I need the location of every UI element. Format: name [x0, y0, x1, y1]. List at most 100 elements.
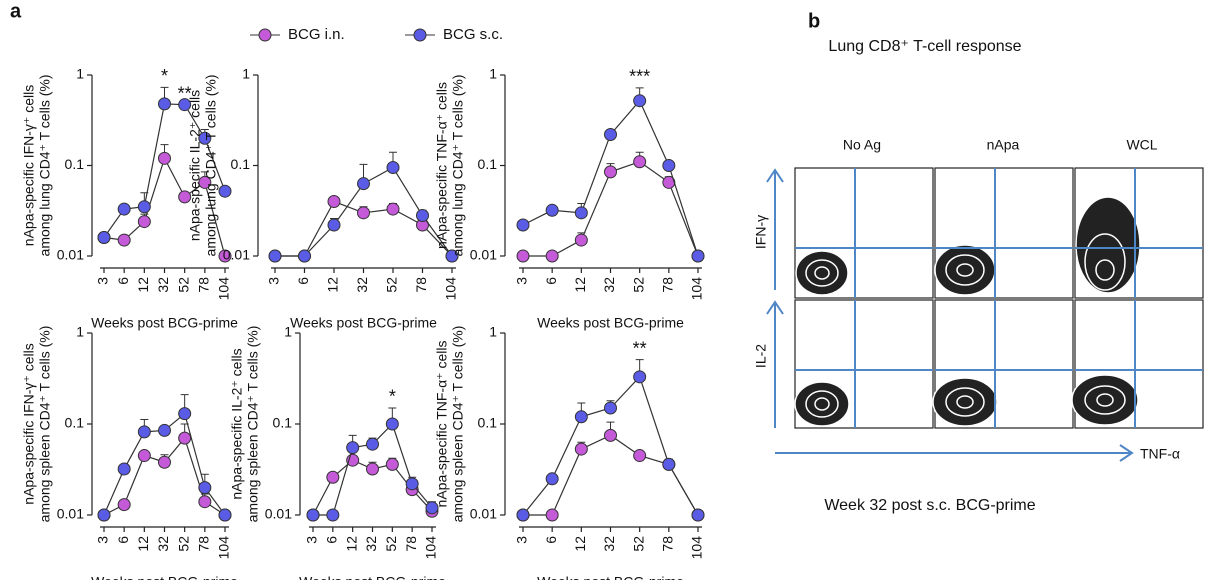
x-tick-label: 12: [135, 536, 151, 552]
axis-marker: TNF-α: [1140, 446, 1180, 462]
data-point: [358, 178, 370, 190]
x-tick-label: 104: [216, 277, 232, 301]
data-point: [219, 185, 231, 197]
x-axis-label: Weeks post BCG-prime: [299, 574, 446, 580]
x-tick-label: 6: [543, 277, 559, 285]
data-point: [159, 424, 171, 436]
data-point: [269, 250, 281, 262]
y-tick-label: 1: [76, 324, 84, 340]
significance: *: [161, 66, 168, 86]
x-tick-label: 52: [630, 277, 646, 293]
data-point: [605, 166, 617, 178]
y-axis-label: among lung CD4⁺ T cells (%): [450, 75, 466, 257]
x-tick-label: 78: [403, 536, 419, 552]
row-label: IFN-γ: [753, 215, 769, 249]
y-tick-label: 1: [76, 66, 84, 82]
x-tick-label: 3: [304, 536, 320, 544]
data-point: [634, 450, 646, 462]
x-tick-label: 104: [443, 277, 459, 301]
x-tick-label: 12: [343, 536, 359, 552]
data-point: [138, 426, 150, 438]
y-axis-label: nApa-specific TNF-α⁺ cells: [434, 341, 450, 508]
x-tick-label: 104: [423, 536, 439, 560]
x-tick-label: 6: [115, 536, 131, 544]
legend-label: BCG i.n.: [288, 26, 345, 43]
data-point: [299, 250, 311, 262]
y-tick-label: 0.1: [65, 415, 85, 431]
x-tick-label: 6: [295, 277, 311, 285]
legend-marker: [414, 29, 426, 41]
y-axis-label: nApa-specific IFN-γ⁺ cells: [21, 343, 37, 504]
data-point: [546, 250, 558, 262]
data-point: [417, 210, 429, 222]
data-point: [199, 482, 211, 494]
x-axis-label: Weeks post BCG-prime: [290, 315, 437, 331]
x-tick-label: 12: [135, 277, 151, 293]
y-tick-label: 1: [489, 66, 497, 82]
x-tick-label: 104: [216, 536, 232, 560]
data-point: [386, 418, 398, 430]
data-point: [118, 463, 130, 475]
significance: *: [389, 387, 396, 407]
data-point: [307, 509, 319, 521]
x-tick-label: 3: [266, 277, 282, 285]
data-point: [692, 250, 704, 262]
series: [517, 422, 704, 521]
x-tick-label: 104: [689, 536, 705, 560]
series: [98, 424, 231, 521]
x-tick-label: 32: [601, 277, 617, 293]
column-label: WCL: [1126, 137, 1157, 153]
y-tick-label: 1: [284, 324, 292, 340]
data-point: [118, 499, 130, 511]
y-tick-label: 1: [489, 324, 497, 340]
data-point: [517, 250, 529, 262]
data-point: [546, 509, 558, 521]
data-point: [328, 196, 340, 208]
data-point: [367, 463, 379, 475]
x-tick-label: 32: [601, 536, 617, 552]
data-point: [159, 152, 171, 164]
y-tick-label: 0.01: [223, 247, 250, 263]
x-tick-label: 6: [324, 536, 340, 544]
data-point: [219, 509, 231, 521]
y-tick-label: 0.1: [273, 415, 293, 431]
data-point: [546, 473, 558, 485]
x-tick-label: 52: [175, 277, 191, 293]
y-axis-label: nApa-specific IFN-γ⁺ cells: [21, 85, 37, 246]
data-point: [663, 458, 675, 470]
x-tick-label: 32: [155, 536, 171, 552]
data-point: [138, 201, 150, 213]
panel-label: a: [10, 0, 22, 22]
panel-label: b: [808, 10, 820, 32]
x-tick-label: 52: [175, 536, 191, 552]
x-tick-label: 52: [384, 277, 400, 293]
data-point: [634, 156, 646, 168]
flow-panel: b Lung CD8⁺ T-cell response No Ag nApa W…: [753, 10, 1203, 514]
x-axis-label: Weeks post BCG-prime: [537, 574, 684, 580]
x-tick-label: 78: [413, 277, 429, 293]
data-point: [575, 207, 587, 219]
data-point: [179, 432, 191, 444]
panel-footer: Week 32 post s.c. BCG-prime: [824, 497, 1035, 514]
data-point: [327, 471, 339, 483]
x-tick-label: 12: [572, 277, 588, 293]
x-axis-label: Weeks post BCG-prime: [537, 315, 684, 331]
series: [269, 196, 458, 262]
y-axis-label: nApa-specific IL-2⁺ cells: [187, 90, 203, 241]
data-point: [605, 429, 617, 441]
data-point: [517, 509, 529, 521]
data-point: [199, 496, 211, 508]
y-tick-label: 0.1: [231, 156, 251, 172]
data-point: [663, 160, 675, 172]
y-axis-label: nApa-specific IL-2⁺ cells: [229, 348, 245, 499]
y-tick-label: 0.01: [470, 506, 497, 522]
data-point: [605, 402, 617, 414]
x-tick-label: 52: [383, 536, 399, 552]
column-label: No Ag: [843, 137, 881, 153]
data-point: [328, 219, 340, 231]
x-tick-label: 3: [95, 536, 111, 544]
data-point: [347, 442, 359, 454]
data-point: [386, 458, 398, 470]
x-tick-label: 32: [363, 536, 379, 552]
x-tick-label: 78: [660, 277, 676, 293]
